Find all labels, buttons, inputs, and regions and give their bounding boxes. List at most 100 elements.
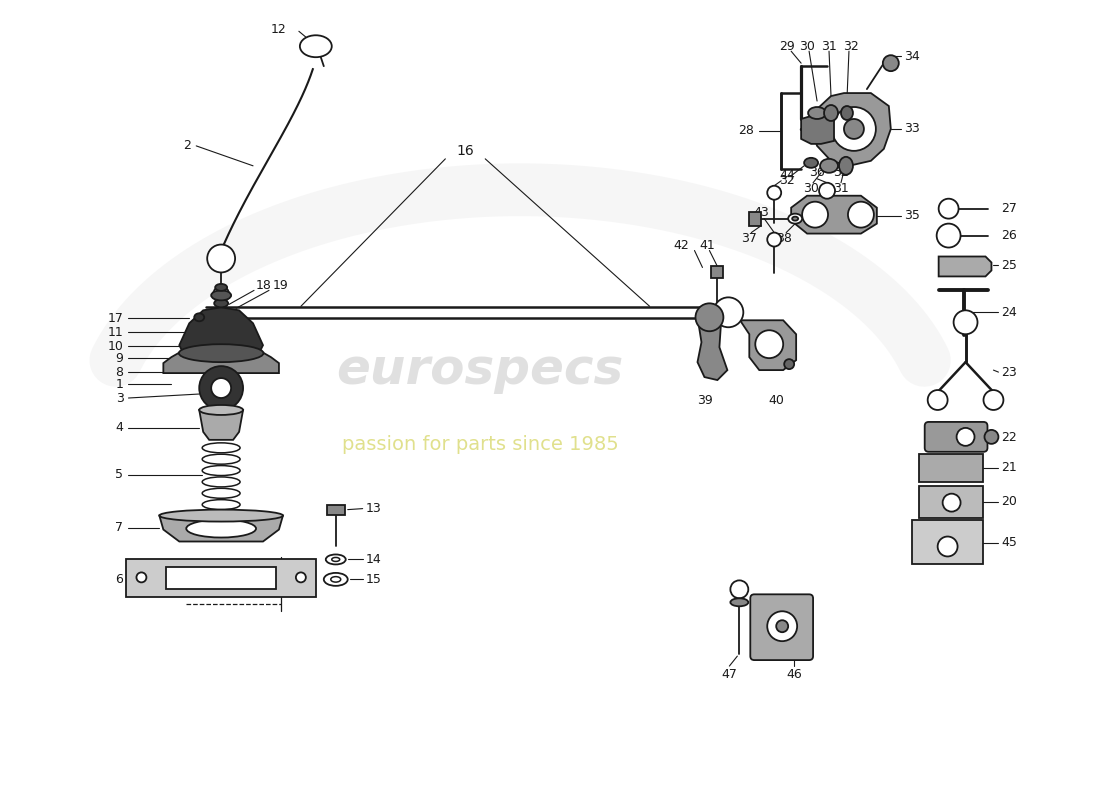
Polygon shape — [179, 307, 263, 353]
Circle shape — [136, 572, 146, 582]
Ellipse shape — [195, 314, 205, 322]
Text: 7: 7 — [116, 521, 123, 534]
Circle shape — [199, 366, 243, 410]
Text: 35: 35 — [904, 209, 920, 222]
Circle shape — [820, 182, 835, 198]
Text: 31: 31 — [833, 182, 849, 195]
Text: 32: 32 — [779, 174, 795, 187]
FancyBboxPatch shape — [925, 422, 988, 452]
Text: 37: 37 — [741, 232, 757, 245]
Circle shape — [695, 303, 724, 331]
Ellipse shape — [214, 299, 228, 307]
Text: 9: 9 — [116, 352, 123, 365]
Text: 23: 23 — [1001, 366, 1018, 378]
Ellipse shape — [300, 35, 332, 57]
Text: 43: 43 — [754, 206, 769, 219]
Text: 36: 36 — [810, 166, 825, 179]
Ellipse shape — [821, 159, 838, 173]
Ellipse shape — [792, 217, 799, 221]
Ellipse shape — [160, 510, 283, 522]
FancyBboxPatch shape — [750, 594, 813, 660]
Text: 20: 20 — [1001, 495, 1018, 508]
Circle shape — [984, 430, 999, 444]
Bar — [712, 266, 724, 278]
Text: passion for parts since 1985: passion for parts since 1985 — [342, 435, 618, 454]
Text: 31: 31 — [822, 40, 837, 53]
Text: 17: 17 — [108, 312, 123, 325]
Text: 6: 6 — [116, 573, 123, 586]
Bar — [166, 567, 276, 590]
Text: 47: 47 — [722, 667, 737, 681]
Text: 44: 44 — [779, 170, 795, 182]
Text: 16: 16 — [456, 144, 474, 158]
Ellipse shape — [179, 344, 264, 362]
Text: 30: 30 — [800, 40, 815, 53]
Text: 38: 38 — [777, 232, 792, 245]
Text: 12: 12 — [271, 22, 287, 36]
Text: 42: 42 — [673, 239, 690, 252]
Text: 4: 4 — [116, 422, 123, 434]
Text: 15: 15 — [365, 573, 382, 586]
Circle shape — [832, 107, 876, 151]
Circle shape — [211, 378, 231, 398]
Ellipse shape — [789, 214, 802, 224]
Polygon shape — [791, 196, 877, 234]
Ellipse shape — [839, 157, 853, 174]
Polygon shape — [199, 410, 243, 440]
Text: 45: 45 — [1001, 536, 1018, 549]
Circle shape — [848, 202, 873, 228]
Text: 29: 29 — [779, 40, 795, 53]
Circle shape — [883, 55, 899, 71]
Polygon shape — [741, 320, 796, 370]
Circle shape — [802, 202, 828, 228]
Text: 18: 18 — [256, 279, 272, 292]
Text: 10: 10 — [108, 340, 123, 353]
Text: 22: 22 — [1001, 431, 1018, 444]
Text: 40: 40 — [768, 394, 784, 406]
Circle shape — [937, 537, 958, 557]
Text: 3: 3 — [116, 391, 123, 405]
Circle shape — [954, 310, 978, 334]
Text: 39: 39 — [696, 394, 713, 406]
Circle shape — [767, 233, 781, 246]
Circle shape — [943, 494, 960, 512]
Ellipse shape — [211, 290, 231, 300]
Circle shape — [844, 119, 864, 139]
Polygon shape — [811, 93, 891, 166]
Text: 33: 33 — [904, 122, 920, 135]
Bar — [918, 454, 983, 482]
Text: 21: 21 — [1001, 462, 1018, 474]
Circle shape — [957, 428, 975, 446]
Ellipse shape — [331, 577, 341, 582]
Circle shape — [927, 390, 947, 410]
Ellipse shape — [842, 106, 852, 120]
Polygon shape — [801, 113, 834, 144]
Circle shape — [213, 286, 229, 302]
Ellipse shape — [332, 558, 340, 562]
Circle shape — [983, 390, 1003, 410]
Text: 8: 8 — [116, 366, 123, 378]
Text: 32: 32 — [833, 166, 849, 179]
Circle shape — [296, 572, 306, 582]
Polygon shape — [160, 515, 283, 542]
Text: 1: 1 — [116, 378, 123, 390]
Text: 30: 30 — [803, 182, 820, 195]
Polygon shape — [938, 257, 991, 277]
Text: 46: 46 — [786, 667, 802, 681]
Text: 19: 19 — [273, 279, 288, 292]
Circle shape — [767, 611, 798, 641]
Text: 41: 41 — [700, 239, 715, 252]
Text: 25: 25 — [1001, 259, 1018, 272]
Text: 34: 34 — [904, 50, 920, 62]
Polygon shape — [697, 318, 727, 380]
Ellipse shape — [216, 284, 227, 291]
Circle shape — [207, 245, 235, 273]
Text: 14: 14 — [365, 553, 382, 566]
Text: 2: 2 — [184, 139, 191, 152]
Text: 26: 26 — [1001, 229, 1018, 242]
Ellipse shape — [824, 105, 838, 121]
Text: 32: 32 — [843, 40, 859, 53]
Bar — [749, 212, 761, 226]
Polygon shape — [163, 353, 279, 373]
Ellipse shape — [804, 158, 818, 168]
